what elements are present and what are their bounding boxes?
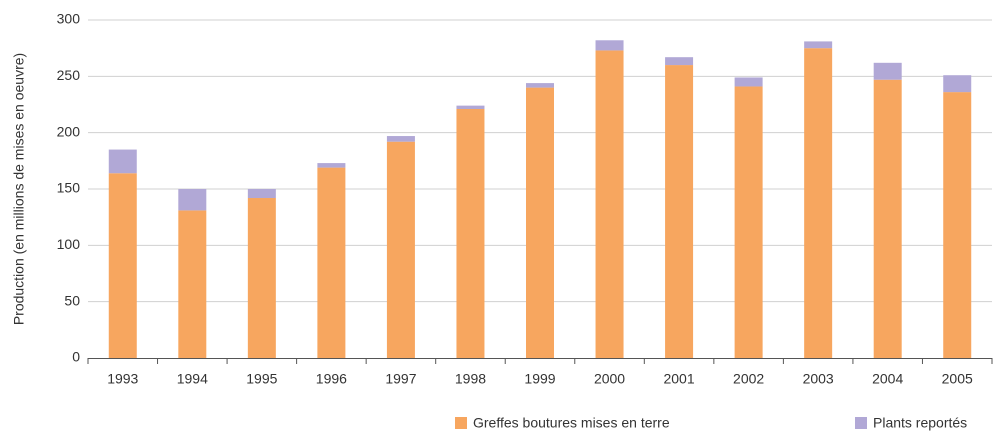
- bar-segment: [665, 57, 694, 66]
- legend-label: Plants reportés: [873, 415, 967, 431]
- bar-segment: [526, 83, 554, 88]
- y-tick-label: 100: [57, 236, 81, 252]
- bar-segment: [178, 210, 207, 358]
- bar-segment: [943, 75, 972, 93]
- legend-swatch: [455, 417, 467, 429]
- x-tick-label: 1994: [177, 371, 208, 387]
- bar-segment: [665, 65, 694, 359]
- x-tick-label: 1999: [524, 371, 555, 387]
- bar-segment: [247, 198, 276, 358]
- bar-segment: [386, 136, 415, 142]
- bar-segment: [526, 87, 554, 358]
- x-tick-label: 1993: [107, 371, 138, 387]
- y-axis-title: Production (en millions de mises en oeuv…: [11, 53, 27, 325]
- bar-segment: [734, 77, 763, 87]
- bar-segment: [108, 149, 137, 174]
- bar-segment: [386, 141, 415, 358]
- bar-segment: [595, 40, 624, 51]
- bar-segment: [247, 189, 276, 199]
- bar-segment: [108, 173, 137, 358]
- bar-segment: [456, 105, 485, 110]
- x-tick-label: 1998: [455, 371, 486, 387]
- x-tick-label: 2005: [942, 371, 973, 387]
- bar-segment: [943, 92, 972, 359]
- x-tick-label: 1996: [316, 371, 347, 387]
- y-tick-label: 150: [57, 180, 81, 196]
- x-tick-label: 1995: [246, 371, 277, 387]
- bar-segment: [595, 50, 624, 359]
- legend-label: Greffes boutures mises en terre: [473, 415, 670, 431]
- x-tick-label: 1997: [385, 371, 416, 387]
- bar-segment: [317, 167, 346, 358]
- bar-segment: [734, 86, 763, 359]
- x-tick-label: 2002: [733, 371, 764, 387]
- x-tick-label: 2004: [872, 371, 903, 387]
- y-tick-label: 300: [57, 11, 81, 27]
- bar-segment: [178, 189, 207, 211]
- bar-segment: [804, 48, 833, 359]
- x-tick-label: 2000: [594, 371, 625, 387]
- bar-segment: [804, 41, 833, 49]
- bar-segment: [873, 79, 902, 359]
- y-tick-label: 250: [57, 67, 81, 83]
- x-tick-label: 2003: [803, 371, 834, 387]
- bar-segment: [873, 62, 902, 80]
- y-tick-label: 200: [57, 123, 81, 139]
- bar-segment: [456, 109, 485, 358]
- y-tick-label: 50: [64, 292, 80, 308]
- bar-segment: [317, 163, 346, 168]
- x-tick-label: 2001: [663, 371, 694, 387]
- legend-swatch: [855, 417, 867, 429]
- y-tick-label: 0: [72, 349, 80, 365]
